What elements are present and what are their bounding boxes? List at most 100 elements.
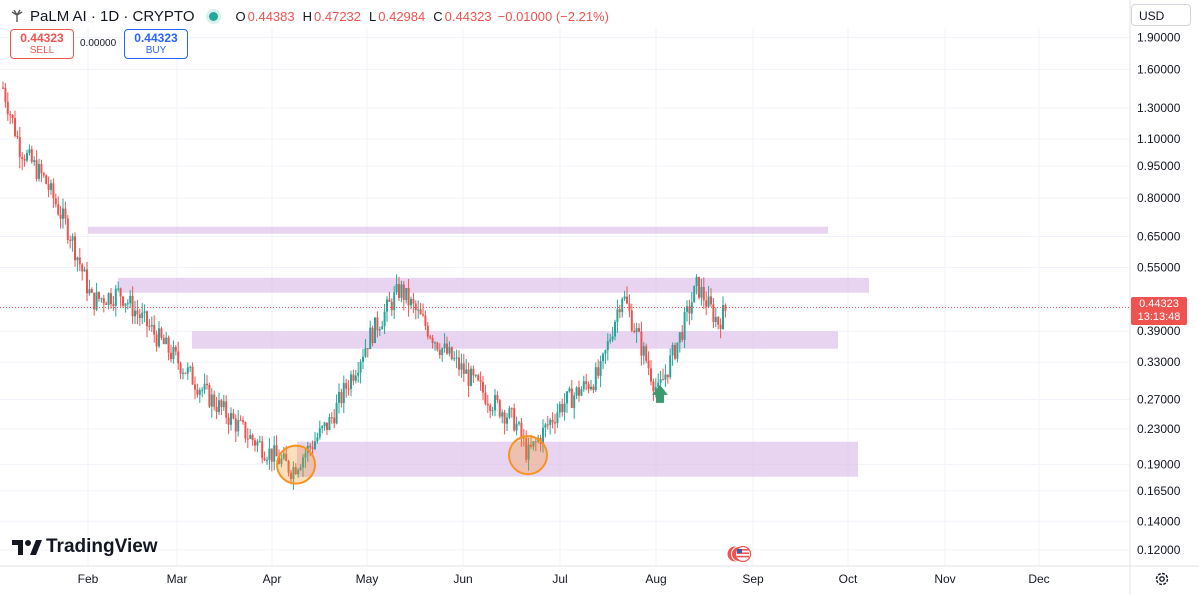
candle bbox=[638, 323, 640, 333]
candle bbox=[395, 274, 398, 295]
candle bbox=[78, 248, 81, 272]
candle bbox=[580, 386, 583, 397]
candle bbox=[42, 171, 45, 178]
candle bbox=[273, 436, 276, 471]
candle bbox=[573, 392, 576, 419]
candle bbox=[153, 315, 156, 343]
candle bbox=[232, 408, 235, 420]
palm-ai-logo-icon bbox=[10, 9, 24, 23]
candle bbox=[165, 331, 168, 345]
candle bbox=[671, 342, 674, 366]
tradingview-logo-icon bbox=[12, 540, 42, 555]
candle bbox=[503, 409, 506, 435]
candle bbox=[102, 294, 105, 313]
candle bbox=[376, 311, 379, 338]
candle bbox=[429, 334, 432, 340]
candle bbox=[686, 300, 688, 322]
candle bbox=[623, 290, 626, 302]
candle bbox=[98, 291, 100, 302]
candle bbox=[158, 321, 160, 349]
gear-icon[interactable] bbox=[1153, 570, 1171, 588]
close-value: 0.44323 bbox=[444, 8, 492, 24]
candle bbox=[378, 326, 381, 336]
candle bbox=[249, 429, 252, 440]
candle bbox=[350, 370, 352, 397]
candle bbox=[546, 415, 549, 430]
candle bbox=[652, 378, 655, 401]
candle bbox=[9, 111, 12, 124]
low-value: 0.42984 bbox=[378, 8, 426, 24]
up-arrow bbox=[652, 384, 668, 403]
tradingview-logo[interactable]: TradingView bbox=[12, 536, 158, 558]
price-zone bbox=[118, 277, 869, 293]
candle bbox=[664, 364, 667, 388]
candle bbox=[244, 421, 247, 443]
candle bbox=[254, 437, 256, 452]
candle bbox=[318, 420, 321, 440]
candle bbox=[321, 425, 324, 434]
buy-button[interactable]: 0.44323 BUY bbox=[124, 29, 188, 59]
candle bbox=[347, 380, 350, 396]
candle bbox=[292, 461, 295, 490]
candle bbox=[230, 407, 232, 431]
y-tick-label: 1.90000 bbox=[1137, 31, 1181, 45]
candle bbox=[196, 383, 199, 398]
candle bbox=[227, 413, 230, 435]
open-value: 0.44383 bbox=[247, 8, 295, 24]
candle bbox=[52, 178, 55, 208]
candle bbox=[515, 416, 518, 436]
candle bbox=[470, 365, 472, 387]
x-tick-label: Oct bbox=[839, 572, 858, 586]
candle bbox=[162, 334, 165, 345]
candle bbox=[707, 286, 710, 308]
grid-lines bbox=[0, 28, 1130, 566]
candle bbox=[129, 290, 132, 309]
y-tick-label: 0.39000 bbox=[1137, 324, 1181, 338]
symbol-title[interactable]: PaLM AI · 1D · CRYPTO bbox=[30, 7, 195, 25]
candle bbox=[294, 463, 297, 476]
candle bbox=[86, 261, 88, 302]
candle bbox=[107, 292, 110, 310]
us-flag-icon[interactable] bbox=[726, 546, 752, 562]
sell-button[interactable]: 0.44323 SELL bbox=[10, 29, 74, 59]
candle bbox=[412, 292, 415, 313]
brand-name: TradingView bbox=[46, 536, 158, 557]
candle bbox=[494, 389, 496, 417]
candle bbox=[587, 381, 590, 394]
candle bbox=[640, 321, 643, 366]
candle bbox=[28, 144, 31, 156]
candle bbox=[237, 410, 240, 437]
highlight-circle bbox=[508, 435, 548, 476]
candle bbox=[18, 126, 21, 169]
candle bbox=[549, 417, 552, 435]
candle bbox=[609, 333, 612, 344]
candle bbox=[556, 403, 559, 428]
candle bbox=[400, 280, 403, 303]
candle bbox=[635, 322, 638, 343]
candle bbox=[304, 447, 307, 468]
candle bbox=[141, 302, 144, 325]
x-tick-label: Feb bbox=[78, 572, 99, 586]
candle bbox=[642, 341, 645, 365]
candle bbox=[359, 359, 362, 384]
candle bbox=[369, 320, 372, 350]
candle bbox=[407, 278, 410, 317]
candle bbox=[472, 365, 475, 384]
currency-select[interactable]: USD bbox=[1131, 4, 1191, 26]
candle bbox=[626, 286, 628, 305]
candle bbox=[443, 333, 446, 353]
candle bbox=[700, 278, 703, 306]
candle bbox=[582, 375, 585, 392]
candle bbox=[611, 326, 614, 343]
candle bbox=[251, 433, 254, 446]
candle bbox=[266, 456, 268, 465]
candle bbox=[650, 360, 652, 386]
candle bbox=[381, 320, 384, 330]
candle bbox=[698, 276, 700, 300]
candle bbox=[90, 287, 93, 294]
candle bbox=[131, 286, 134, 324]
candle bbox=[126, 299, 129, 310]
symbol-header[interactable]: PaLM AI · 1D · CRYPTO O 0.44383 H 0.47232 … bbox=[10, 6, 609, 26]
x-tick-label: Aug bbox=[645, 572, 666, 586]
